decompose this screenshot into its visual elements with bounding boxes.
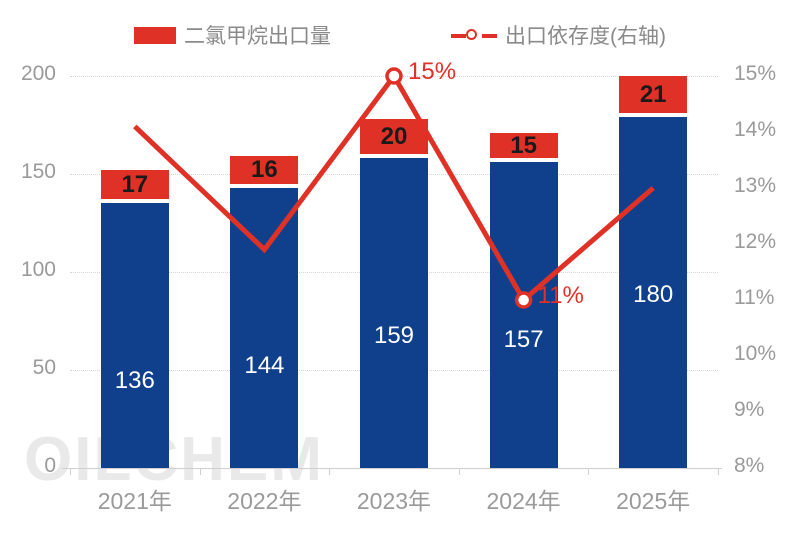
y-axis-left-tick: 100 xyxy=(20,258,56,281)
bar-value-label: 180 xyxy=(633,281,674,309)
x-axis-tickmark xyxy=(588,468,590,475)
y-axis-left: 200 150 100 50 0 xyxy=(0,62,56,477)
bar-series-layer: 136 17 144 16 159 20 157 15 180 21 xyxy=(70,74,718,468)
bar-segment-production-2022年[interactable]: 144 xyxy=(230,185,299,468)
x-axis-tick-1: 2021年 xyxy=(97,488,172,514)
x-axis-tickmark xyxy=(199,468,201,475)
plot-area: 136 17 144 16 159 20 157 15 180 21 15% 11% xyxy=(70,58,718,469)
bar-segment-production-2021年[interactable]: 136 xyxy=(100,201,169,468)
legend-item-export-volume[interactable]: 二氯甲烷出口量 xyxy=(134,20,331,50)
legend-bar-swatch-icon xyxy=(134,26,176,44)
y-axis-left-tick: 200 xyxy=(20,62,56,85)
y-axis-left-tick: 0 xyxy=(44,454,56,477)
bar-value-label: 144 xyxy=(244,351,285,379)
bar-segment-export-2022年[interactable]: 16 xyxy=(230,154,299,186)
bar-group-2025年[interactable]: 180 21 xyxy=(619,74,688,468)
bar-value-label: 21 xyxy=(639,80,667,108)
x-axis-tick-3: 2023年 xyxy=(356,488,432,514)
y-axis-right-tick: 15% xyxy=(734,62,777,85)
line-series-layer xyxy=(133,67,655,309)
bar-segment-production-2025年[interactable]: 180 xyxy=(619,115,688,468)
x-axis: 2021年 2022年 2023年 2024年 2025年 xyxy=(70,482,718,522)
bar-group-2022年[interactable]: 144 16 xyxy=(230,154,299,468)
bar-segment-export-2024年[interactable]: 15 xyxy=(489,130,558,161)
x-axis-tickmark xyxy=(70,468,71,475)
y-axis-right-tick: 11% xyxy=(734,286,775,309)
y-axis-right-tick: 12% xyxy=(734,230,777,253)
x-axis-tick-5: 2025年 xyxy=(616,488,691,514)
x-axis-tickmark xyxy=(718,468,719,475)
bar-segment-export-2023年[interactable]: 20 xyxy=(360,117,428,157)
line-marker-2024年[interactable] xyxy=(514,291,533,309)
x-axis-baseline xyxy=(62,468,722,469)
bar-group-2021年[interactable]: 136 17 xyxy=(100,168,169,468)
legend-item-export-dependency[interactable]: 出口依存度(右轴) xyxy=(451,20,666,50)
bar-value-label: 157 xyxy=(503,326,544,354)
y-axis-left-tick: 150 xyxy=(20,160,56,183)
line-point-label-2023年: 15% xyxy=(408,58,457,85)
bar-group-2023年[interactable]: 159 20 xyxy=(360,117,428,468)
bar-value-label: 15 xyxy=(510,131,537,159)
y-axis-right-tick: 8% xyxy=(734,454,765,477)
y-axis-right-tick: 9% xyxy=(734,398,765,421)
legend-line-swatch-icon xyxy=(451,27,497,44)
bar-value-label: 159 xyxy=(373,322,415,350)
x-axis-tick-2: 2022年 xyxy=(227,488,302,514)
y-axis-right-tick: 13% xyxy=(734,174,777,197)
y-axis-right-tick: 14% xyxy=(734,118,777,141)
line-path-export-dependency xyxy=(133,71,655,304)
line-marker-2023年[interactable] xyxy=(385,67,403,85)
bar-value-label: 17 xyxy=(121,170,149,198)
y-axis-right: 15% 14% 13% 12% 11% 10% 9% 8% xyxy=(734,62,796,477)
bar-value-label: 16 xyxy=(251,156,278,184)
bar-segment-production-2023年[interactable]: 159 xyxy=(360,156,428,468)
bar-segment-production-2024年[interactable]: 157 xyxy=(489,160,558,468)
legend-label-export-volume: 二氯甲烷出口量 xyxy=(184,25,331,48)
x-axis-tickmark xyxy=(329,468,331,475)
bar-group-2024年[interactable]: 157 15 xyxy=(489,130,558,468)
legend-label-export-dependency: 出口依存度(右轴) xyxy=(505,25,666,48)
bar-value-label: 20 xyxy=(380,122,408,150)
y-axis-right-tick: 10% xyxy=(734,342,777,365)
line-point-label-2024年: 11% xyxy=(537,282,584,309)
x-axis-tickmark xyxy=(458,468,460,475)
bar-segment-export-2025年[interactable]: 21 xyxy=(619,74,688,116)
bar-value-label: 136 xyxy=(114,367,155,395)
bar-segment-export-2021年[interactable]: 17 xyxy=(100,168,169,202)
x-axis-tick-4: 2024年 xyxy=(486,488,561,514)
chart-legend: 二氯甲烷出口量 出口依存度(右轴) xyxy=(0,18,800,52)
y-axis-left-tick: 50 xyxy=(32,356,56,379)
